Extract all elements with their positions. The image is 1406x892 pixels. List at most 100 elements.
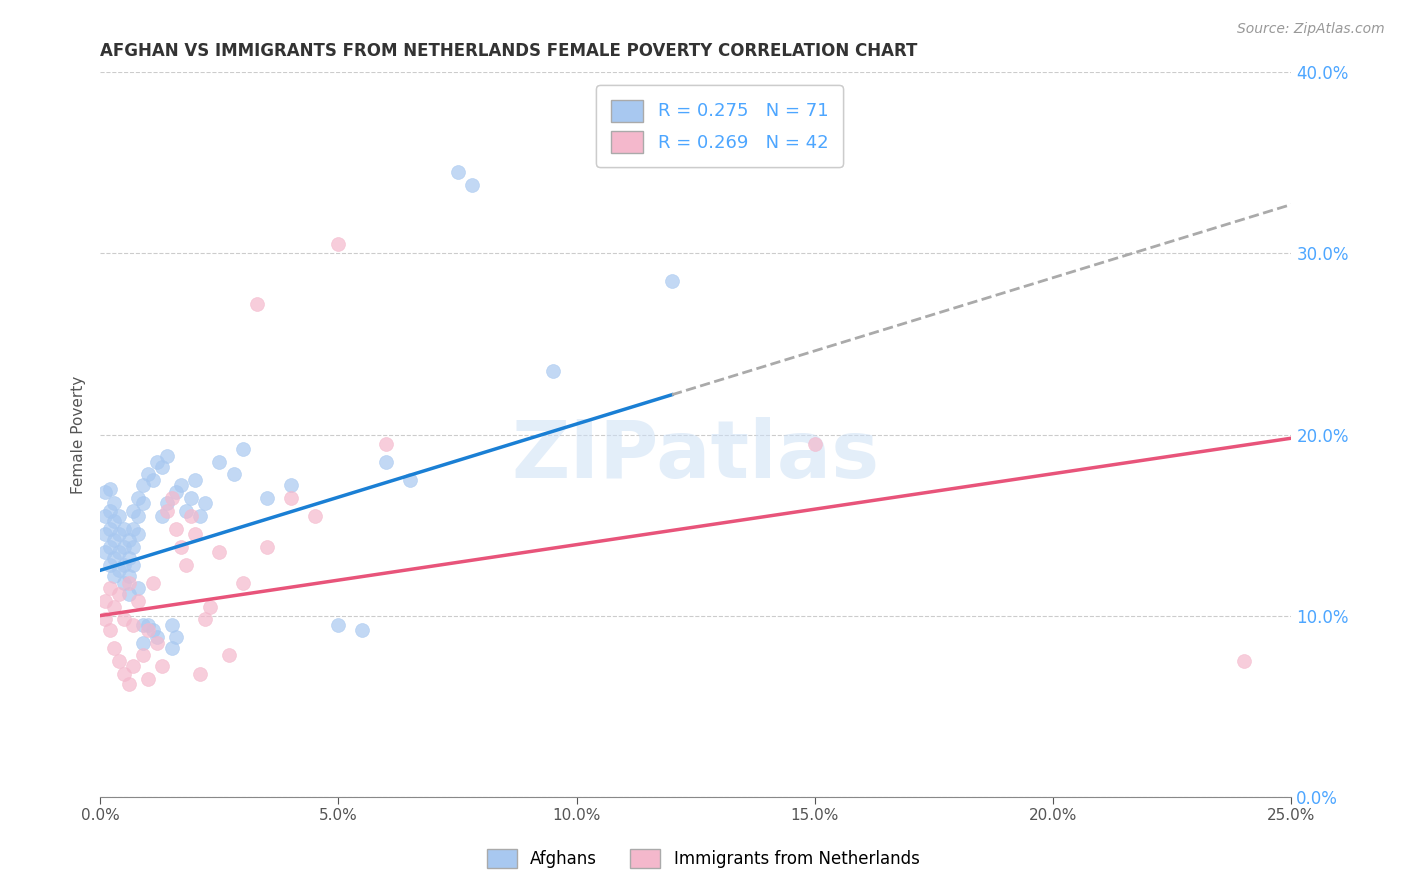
Point <box>165 522 187 536</box>
Point <box>150 460 173 475</box>
Point <box>118 533 141 547</box>
Point <box>232 576 254 591</box>
Point <box>132 617 155 632</box>
Point <box>208 545 231 559</box>
Point <box>132 496 155 510</box>
Point <box>127 582 149 596</box>
Point <box>127 491 149 505</box>
Point <box>94 545 117 559</box>
Point <box>136 467 159 482</box>
Point <box>122 558 145 572</box>
Point <box>256 540 278 554</box>
Point <box>98 540 121 554</box>
Point <box>446 165 468 179</box>
Point <box>118 587 141 601</box>
Point <box>127 527 149 541</box>
Point <box>141 623 163 637</box>
Point <box>222 467 245 482</box>
Point <box>112 612 135 626</box>
Point <box>118 550 141 565</box>
Point <box>174 558 197 572</box>
Point <box>352 623 374 637</box>
Point <box>132 478 155 492</box>
Point <box>132 648 155 663</box>
Point <box>170 540 193 554</box>
Point <box>141 473 163 487</box>
Point <box>98 522 121 536</box>
Point <box>184 473 207 487</box>
Point <box>461 178 484 192</box>
Point <box>150 509 173 524</box>
Point <box>188 509 211 524</box>
Point <box>118 576 141 591</box>
Point <box>146 636 169 650</box>
Point <box>165 485 187 500</box>
Point <box>103 550 125 565</box>
Point <box>280 491 302 505</box>
Point <box>280 478 302 492</box>
Point <box>122 659 145 673</box>
Point <box>156 450 179 464</box>
Point <box>160 617 183 632</box>
Legend: Afghans, Immigrants from Netherlands: Afghans, Immigrants from Netherlands <box>479 842 927 875</box>
Point <box>132 636 155 650</box>
Point <box>208 455 231 469</box>
Point <box>218 648 240 663</box>
Point <box>108 587 131 601</box>
Point <box>112 540 135 554</box>
Point <box>180 509 202 524</box>
Point <box>328 617 350 632</box>
Point <box>399 473 422 487</box>
Point <box>136 617 159 632</box>
Point <box>246 297 269 311</box>
Point <box>112 558 135 572</box>
Point <box>174 503 197 517</box>
Point <box>112 522 135 536</box>
Point <box>118 677 141 691</box>
Point <box>194 612 217 626</box>
Point <box>94 594 117 608</box>
Point <box>112 576 135 591</box>
Point <box>103 533 125 547</box>
Point <box>156 496 179 510</box>
Point <box>1233 654 1256 668</box>
Point <box>804 436 827 450</box>
Point <box>188 666 211 681</box>
Point <box>198 599 221 614</box>
Point <box>98 558 121 572</box>
Point <box>165 631 187 645</box>
Point <box>122 617 145 632</box>
Point <box>112 666 135 681</box>
Point <box>98 623 121 637</box>
Point <box>232 442 254 456</box>
Point <box>108 654 131 668</box>
Point <box>146 631 169 645</box>
Point <box>98 503 121 517</box>
Point <box>136 672 159 686</box>
Point <box>122 522 145 536</box>
Point <box>256 491 278 505</box>
Point <box>103 641 125 656</box>
Point <box>108 545 131 559</box>
Text: ZIPatlas: ZIPatlas <box>512 417 880 495</box>
Point <box>136 623 159 637</box>
Point <box>146 455 169 469</box>
Point <box>108 509 131 524</box>
Y-axis label: Female Poverty: Female Poverty <box>72 376 86 493</box>
Point <box>160 641 183 656</box>
Point <box>194 496 217 510</box>
Point <box>122 503 145 517</box>
Point <box>170 478 193 492</box>
Point <box>541 364 564 378</box>
Point <box>103 515 125 529</box>
Point <box>180 491 202 505</box>
Point <box>103 599 125 614</box>
Point <box>108 563 131 577</box>
Point <box>98 482 121 496</box>
Text: AFGHAN VS IMMIGRANTS FROM NETHERLANDS FEMALE POVERTY CORRELATION CHART: AFGHAN VS IMMIGRANTS FROM NETHERLANDS FE… <box>100 42 918 60</box>
Point <box>103 568 125 582</box>
Point <box>375 436 398 450</box>
Point <box>661 274 683 288</box>
Text: Source: ZipAtlas.com: Source: ZipAtlas.com <box>1237 22 1385 37</box>
Point <box>94 612 117 626</box>
